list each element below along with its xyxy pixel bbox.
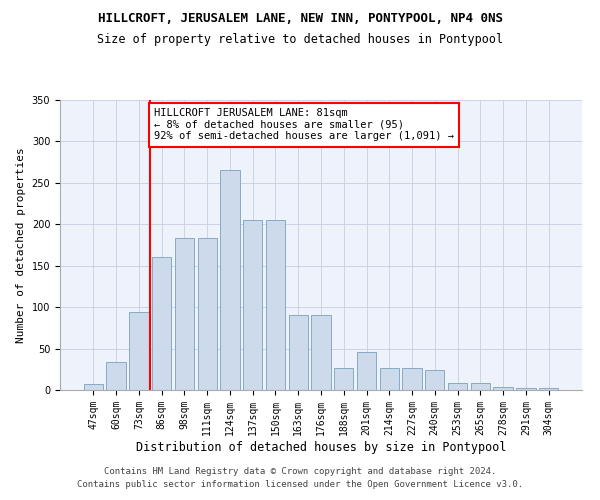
Bar [266,220,285,390]
Bar [334,368,353,390]
Bar [152,258,172,390]
Bar [311,316,331,390]
Bar [403,368,422,390]
Text: Size of property relative to detached houses in Pontypool: Size of property relative to detached ho… [97,32,503,46]
Bar [493,386,513,390]
Bar [425,370,445,390]
Y-axis label: Number of detached properties: Number of detached properties [16,147,26,343]
Text: HILLCROFT, JERUSALEM LANE, NEW INN, PONTYPOOL, NP4 0NS: HILLCROFT, JERUSALEM LANE, NEW INN, PONT… [97,12,503,26]
Bar [448,384,467,390]
Bar [470,384,490,390]
Bar [357,352,376,390]
Bar [380,368,399,390]
Bar [516,388,536,390]
Bar [84,384,103,390]
X-axis label: Distribution of detached houses by size in Pontypool: Distribution of detached houses by size … [136,440,506,454]
Bar [175,238,194,390]
Bar [539,388,558,390]
Bar [197,238,217,390]
Text: Contains HM Land Registry data © Crown copyright and database right 2024.
Contai: Contains HM Land Registry data © Crown c… [77,468,523,489]
Bar [243,220,262,390]
Bar [289,316,308,390]
Text: HILLCROFT JERUSALEM LANE: 81sqm
← 8% of detached houses are smaller (95)
92% of : HILLCROFT JERUSALEM LANE: 81sqm ← 8% of … [154,108,454,142]
Bar [220,170,239,390]
Bar [106,362,126,390]
Bar [129,312,149,390]
